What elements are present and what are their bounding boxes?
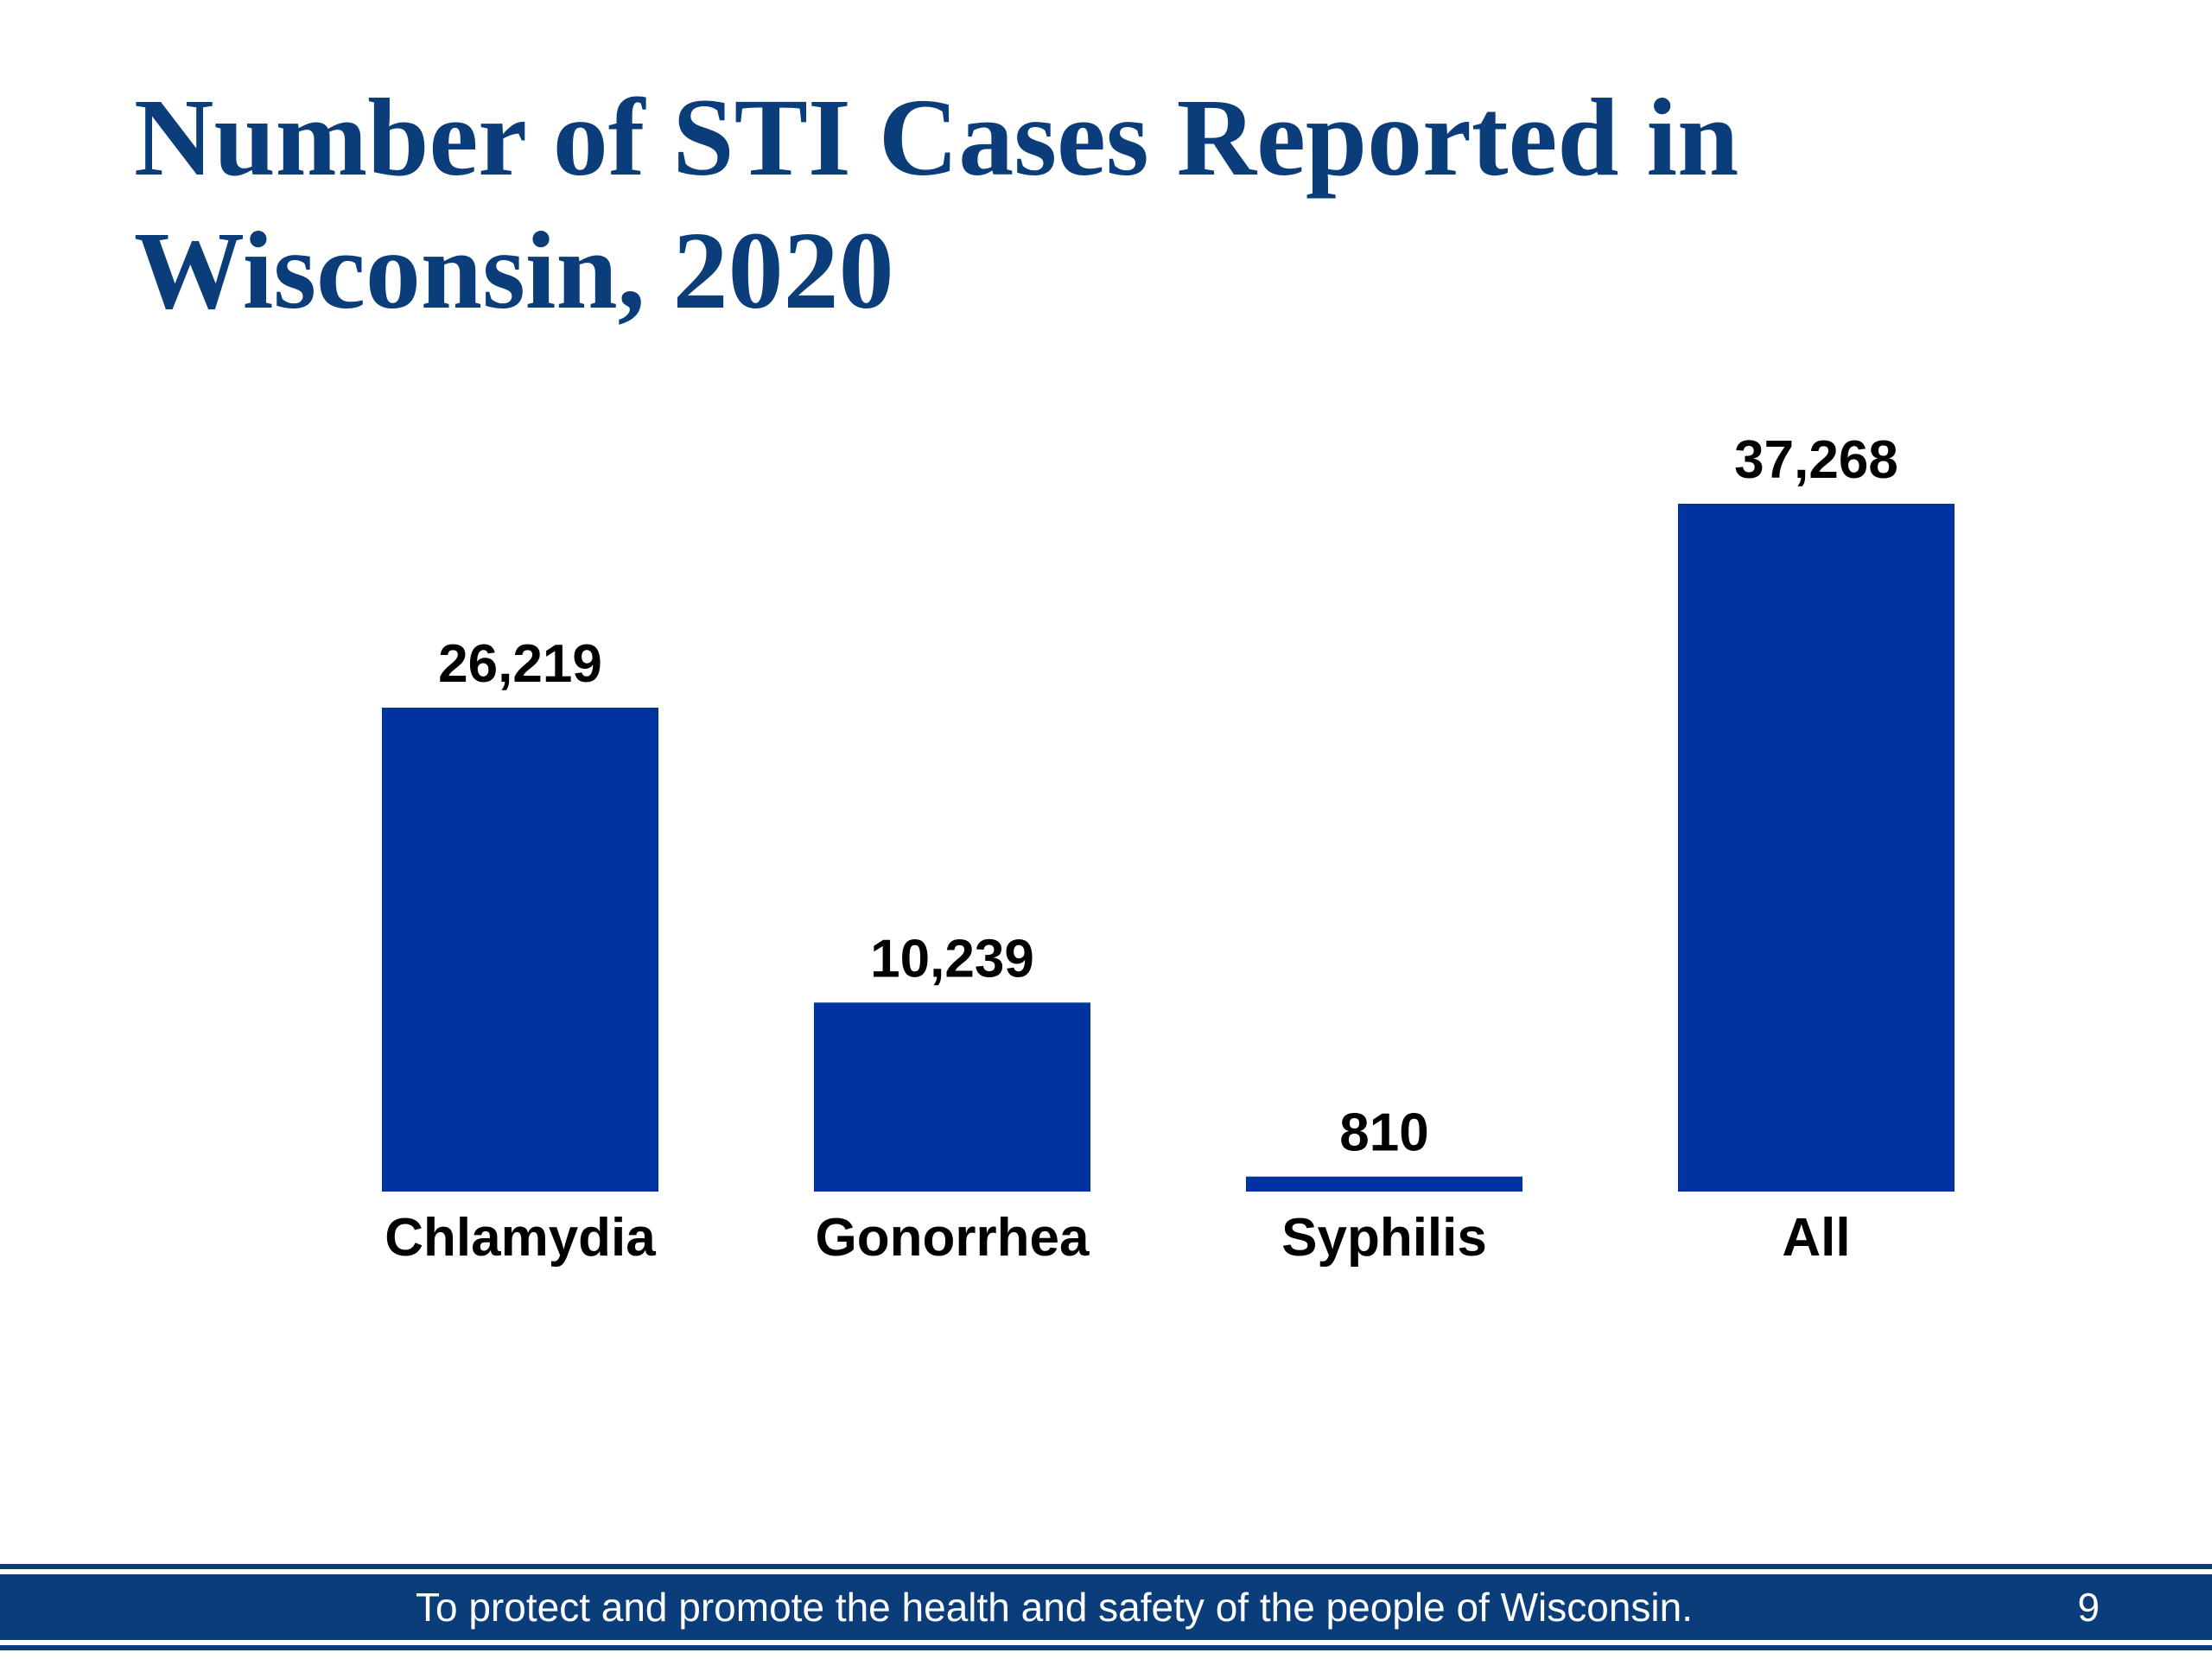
data-label-chlamydia: 26,219 [438, 634, 602, 694]
slide-title: Number of STI Cases Reported in Wisconsi… [134, 76, 1739, 332]
bar-syphilis [1246, 1176, 1522, 1192]
footer-rule-top [0, 1564, 2212, 1569]
page-number: 9 [2077, 1585, 2100, 1630]
data-label-syphilis: 810 [1339, 1103, 1428, 1163]
bar-chlamydia [382, 707, 658, 1192]
bar-chart-svg: 26,219 Chlamydia 10,239 Gonorrhea 810 Syphili… [382, 430, 1955, 1268]
category-label-gonorrhea: Gonorrhea [816, 1208, 1090, 1268]
category-label-syphilis: Syphilis [1281, 1208, 1487, 1268]
data-label-gonorrhea: 10,239 [870, 929, 1034, 988]
bar-gonorrhea [814, 1002, 1090, 1192]
footer-rule-bottom [0, 1645, 2212, 1650]
bar-all [1678, 504, 1955, 1192]
category-label-all: All [1782, 1208, 1850, 1268]
data-label-all: 37,268 [1734, 430, 1898, 490]
footer-bar [0, 1574, 2212, 1640]
category-label-chlamydia: Chlamydia [385, 1208, 656, 1268]
bar-chart: 26,219 Chlamydia 10,239 Gonorrhea 810 Syphili… [382, 430, 1955, 1268]
footer-mission-text: To protect and promote the health and sa… [415, 1585, 1694, 1630]
footer: To protect and promote the health and sa… [0, 1564, 2212, 1659]
